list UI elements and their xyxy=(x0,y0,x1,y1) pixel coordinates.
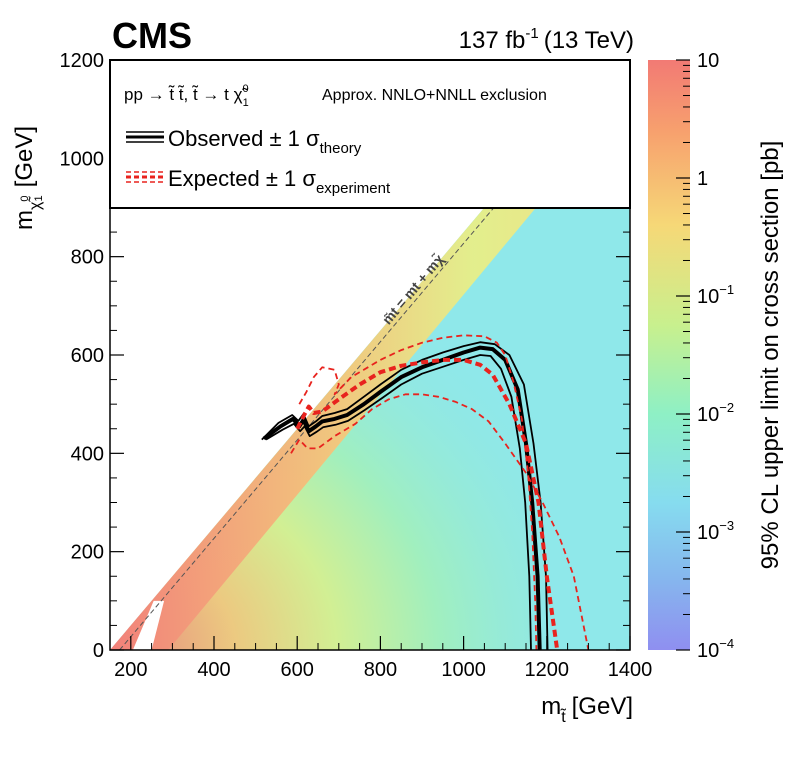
y-axis-title: mχ̃0 1[GeV] xyxy=(11,126,45,230)
z-tick-label-0.1: 10−1 xyxy=(697,282,734,308)
y-tick-label-600: 600 xyxy=(71,345,104,367)
legend: pp → t̃ t̃, t̃ → t χ̃0 1 Approx. NNLO+NNL… xyxy=(109,59,631,209)
curve-expected_up xyxy=(290,393,590,650)
z-tick-label-0.01: 10−2 xyxy=(697,400,734,426)
y-tick-label-1000: 1000 xyxy=(60,148,105,170)
legend-box xyxy=(109,59,631,209)
legend-approx: Approx. NNLO+NNLL exclusion xyxy=(322,87,547,104)
curve-expected xyxy=(295,357,560,650)
contour-curves xyxy=(261,334,590,650)
z-tick-label-0.001: 10−3 xyxy=(697,518,734,544)
y-tick-label-400: 400 xyxy=(71,443,104,465)
y-tick-label-800: 800 xyxy=(71,247,104,269)
x-tick-label-1000: 1000 xyxy=(441,659,486,681)
x-axis-title: mt̃ [GeV] xyxy=(541,693,633,726)
heatmap-excluded-strip xyxy=(132,600,165,650)
z-tick-label-1: 1 xyxy=(697,168,708,190)
luminosity-label: 137 fb-1 (13 TeV) xyxy=(459,25,634,54)
y-tick-label-200: 200 xyxy=(71,542,104,564)
color-bar-label: 95% CL upper limit on cross section [pb] xyxy=(757,141,784,570)
curve-expected_down xyxy=(298,334,538,650)
color-bar xyxy=(648,60,690,650)
y-tick-label-0: 0 xyxy=(93,640,104,662)
legend-observed: Observed ± 1 σtheory xyxy=(168,126,362,157)
legend-process: pp → t̃ t̃, t̃ → t χ̃0 1 xyxy=(124,83,249,109)
svg-text:mχ̃01[GeV]: mχ̃0 1[GeV] xyxy=(11,126,45,230)
x-tick-label-1200: 1200 xyxy=(525,659,570,681)
x-tick-label-400: 400 xyxy=(197,659,230,681)
x-tick-label-200: 200 xyxy=(114,659,147,681)
x-tick-label-1400: 1400 xyxy=(608,659,653,681)
y-tick-label-1200: 1200 xyxy=(60,50,105,72)
legend-expected: Expected ± 1 σexperiment xyxy=(168,166,391,197)
color-bar-ticks: 10 1 10−1 10−2 10−3 10−4 xyxy=(676,50,734,662)
x-tick-label-600: 600 xyxy=(281,659,314,681)
experiment-label: CMS xyxy=(112,15,192,56)
curve-observed xyxy=(262,345,542,650)
curve-observed_down xyxy=(265,354,532,650)
x-tick-label-800: 800 xyxy=(364,659,397,681)
z-tick-label-0.0001: 10−4 xyxy=(697,636,734,662)
z-tick-label-10: 10 xyxy=(697,50,719,72)
